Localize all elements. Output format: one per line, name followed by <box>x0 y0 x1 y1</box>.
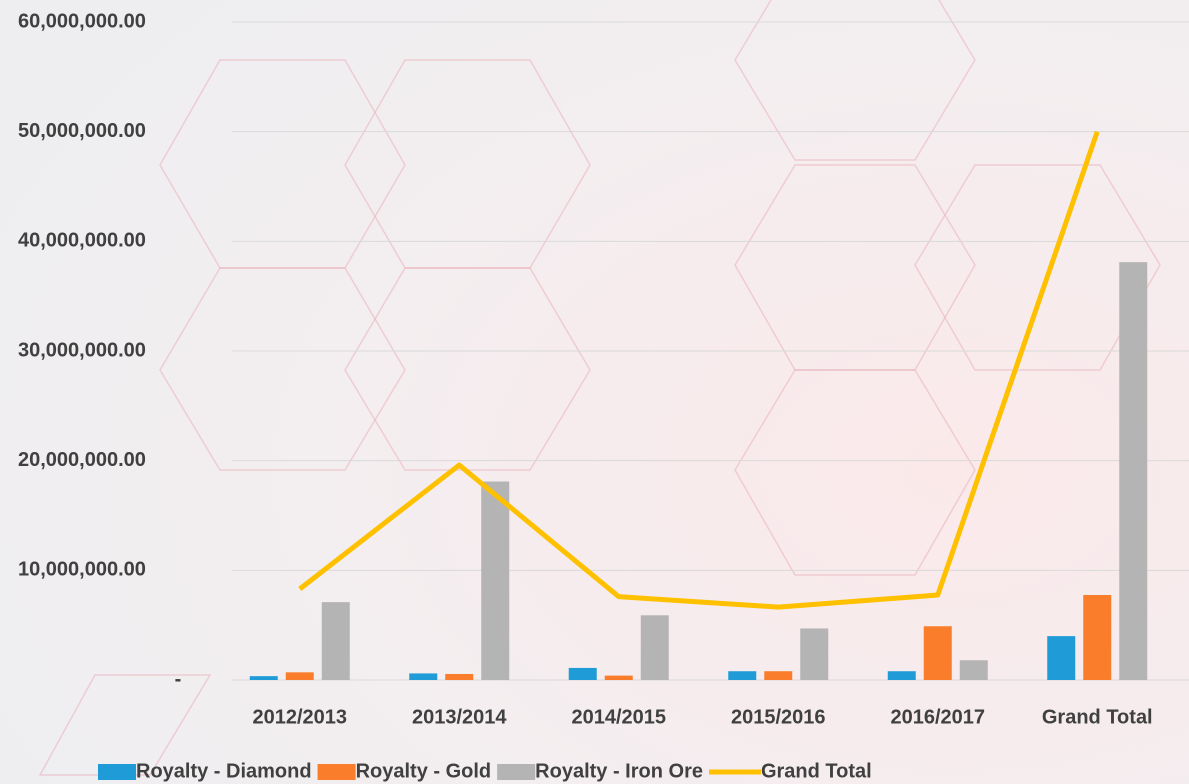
x-tick-label: 2012/2013 <box>252 706 347 728</box>
y-tick-label: 40,000,000.00 <box>18 230 146 252</box>
bar <box>445 673 474 680</box>
bar <box>959 660 988 680</box>
x-tick-label: 2016/2017 <box>890 706 985 728</box>
x-tick-label: Grand Total <box>1042 706 1153 728</box>
legend-label: Royalty - Iron Ore <box>535 760 703 782</box>
bar <box>640 615 669 680</box>
bar <box>1047 636 1076 680</box>
bar <box>1119 262 1148 680</box>
x-tick-label: 2014/2015 <box>571 706 666 728</box>
legend-swatch <box>98 764 136 780</box>
legend-label: Royalty - Diamond <box>136 760 312 782</box>
legend-swatch <box>497 764 536 780</box>
bar <box>800 628 829 680</box>
line <box>298 130 1100 610</box>
bar <box>1083 595 1112 680</box>
bar <box>481 481 510 680</box>
bar <box>409 673 438 680</box>
legend-swatch <box>317 764 356 780</box>
bar <box>568 667 597 680</box>
bar <box>764 671 793 680</box>
bar <box>923 626 952 680</box>
legend-label: Royalty - Gold <box>356 760 492 782</box>
y-tick-label: 30,000,000.00 <box>18 339 146 361</box>
bar <box>887 671 916 680</box>
y-tick-label: 20,000,000.00 <box>18 449 146 471</box>
legend-label: Grand Total <box>761 760 872 782</box>
y-tick-label: - <box>175 668 182 690</box>
bar <box>604 675 633 680</box>
x-tick-label: 2015/2016 <box>731 706 826 728</box>
bar <box>285 672 314 680</box>
y-tick-label: 10,000,000.00 <box>18 559 146 581</box>
y-tick-label: 50,000,000.00 <box>18 120 146 142</box>
bar <box>321 602 350 680</box>
y-tick-label: 60,000,000.00 <box>18 10 146 32</box>
bar <box>728 671 757 680</box>
x-tick-label: 2013/2014 <box>412 706 507 728</box>
bar <box>249 676 278 680</box>
